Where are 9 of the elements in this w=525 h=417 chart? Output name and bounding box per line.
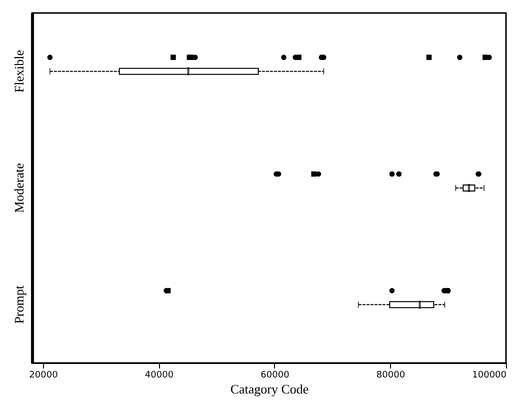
y-tick-label: Flexible [12, 50, 26, 93]
x-tick-label: 80000 [376, 370, 406, 380]
x-axis-title: Catagory Code [230, 382, 309, 396]
y-tick-label: Moderate [12, 162, 26, 213]
x-tick-label: 40000 [144, 370, 174, 380]
x-tick-label: 60000 [260, 370, 290, 380]
x-tick-label: 100000 [472, 370, 507, 380]
y-tick-label: Prompt [12, 285, 26, 324]
x-tick-label: 20000 [29, 370, 58, 380]
